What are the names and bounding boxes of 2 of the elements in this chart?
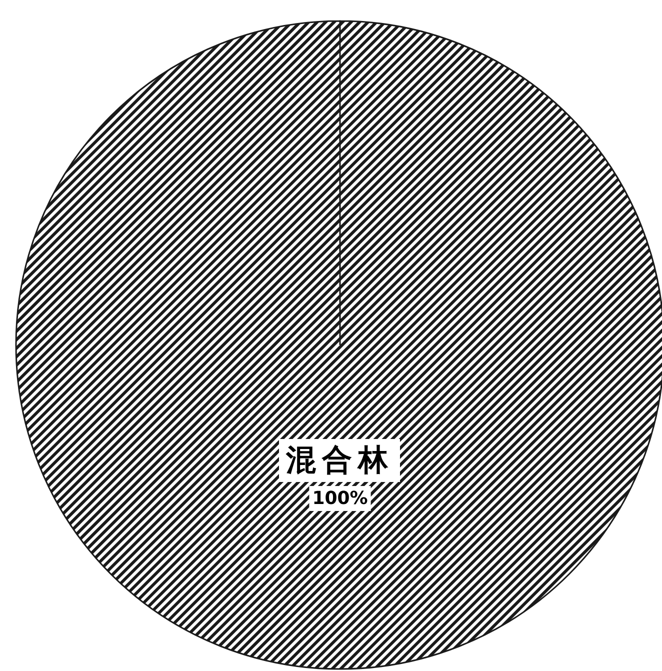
data-label: 100% [312, 488, 368, 509]
slice-label: 混合林 [285, 443, 394, 478]
